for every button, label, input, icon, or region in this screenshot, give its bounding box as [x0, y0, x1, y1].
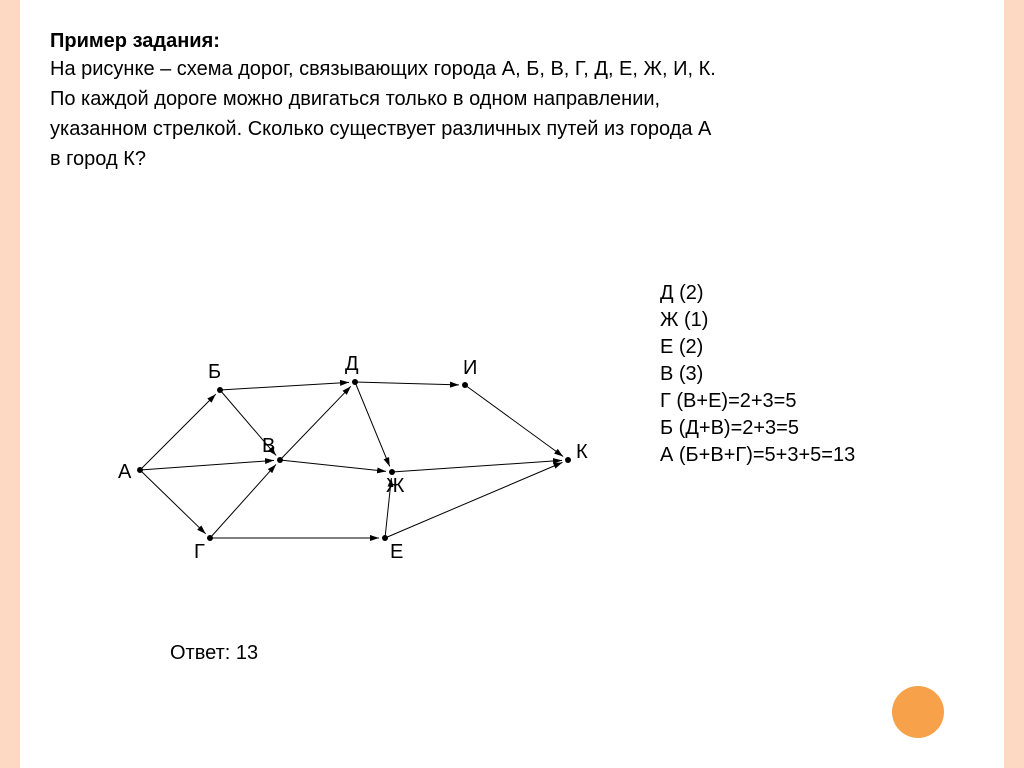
calc-line: Е (2) [660, 334, 855, 361]
svg-text:Д: Д [345, 353, 359, 375]
task-line-2: По каждой дороге можно двигаться только … [50, 86, 974, 112]
task-line-1: На рисунке – схема дорог, связывающих го… [50, 56, 974, 82]
svg-text:И: И [463, 357, 477, 379]
svg-text:Е: Е [390, 541, 403, 563]
svg-text:Ж: Ж [386, 475, 405, 497]
slide-content: Пример задания: На рисунке – схема дорог… [20, 0, 1004, 768]
decorative-circle [892, 686, 944, 738]
svg-text:К: К [576, 441, 588, 463]
calc-line: Г (В+Е)=2+3=5 [660, 388, 855, 415]
task-line-4: в город К? [50, 146, 974, 172]
right-accent-bar [1004, 0, 1024, 768]
calc-line: Ж (1) [660, 307, 855, 334]
calculation-block: Д (2) Ж (1) Е (2) В (3) Г (В+Е)=2+3=5 Б … [660, 280, 855, 469]
task-line-3: указанном стрелкой. Сколько существует р… [50, 116, 974, 142]
task-title: Пример задания: [50, 28, 974, 54]
left-accent-bar [0, 0, 20, 768]
calc-line: А (Б+В+Г)=5+3+5=13 [660, 442, 855, 469]
calc-line: Б (Д+В)=2+3=5 [660, 415, 855, 442]
svg-text:А: А [118, 461, 132, 483]
svg-text:Б: Б [208, 361, 221, 383]
svg-text:В: В [262, 435, 275, 457]
svg-text:Г: Г [194, 541, 205, 563]
calc-line: Д (2) [660, 280, 855, 307]
road-graph: А Б В Г Д Е Ж И К [90, 300, 610, 580]
calc-line: В (3) [660, 361, 855, 388]
answer-text: Ответ: 13 [170, 640, 258, 666]
